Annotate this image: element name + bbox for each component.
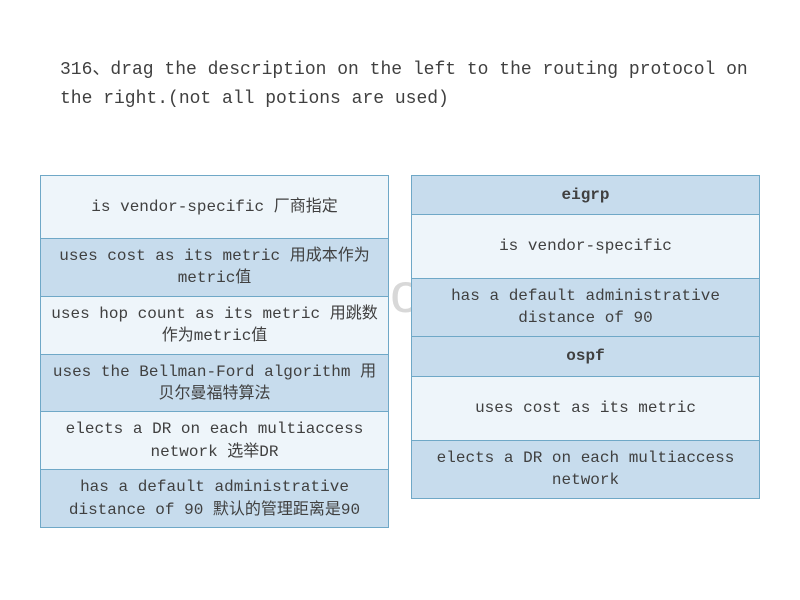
- left-cell-4[interactable]: elects a DR on each multiaccess network …: [40, 412, 389, 470]
- right-cell-3: ospf: [411, 337, 760, 377]
- right-cell-4: uses cost as its metric: [411, 377, 760, 441]
- right-cell-1: is vendor-specific: [411, 215, 760, 279]
- left-cell-2[interactable]: uses hop count as its metric 用跳数作为metric…: [40, 297, 389, 355]
- question-text: 316、drag the description on the left to …: [60, 56, 760, 114]
- right-column: eigrpis vendor-specifichas a default adm…: [411, 175, 760, 528]
- right-cell-5: elects a DR on each multiaccess network: [411, 441, 760, 499]
- left-cell-1[interactable]: uses cost as its metric 用成本作为metric值: [40, 239, 389, 297]
- left-cell-0[interactable]: is vendor-specific 厂商指定: [40, 175, 389, 239]
- left-column: is vendor-specific 厂商指定uses cost as its …: [40, 175, 389, 528]
- left-cell-5[interactable]: has a default administrative distance of…: [40, 470, 389, 528]
- left-cell-3[interactable]: uses the Bellman-Ford algorithm 用贝尔曼福特算法: [40, 355, 389, 413]
- right-cell-2: has a default administrative distance of…: [411, 279, 760, 337]
- columns-container: is vendor-specific 厂商指定uses cost as its …: [40, 175, 760, 528]
- right-cell-0: eigrp: [411, 175, 760, 215]
